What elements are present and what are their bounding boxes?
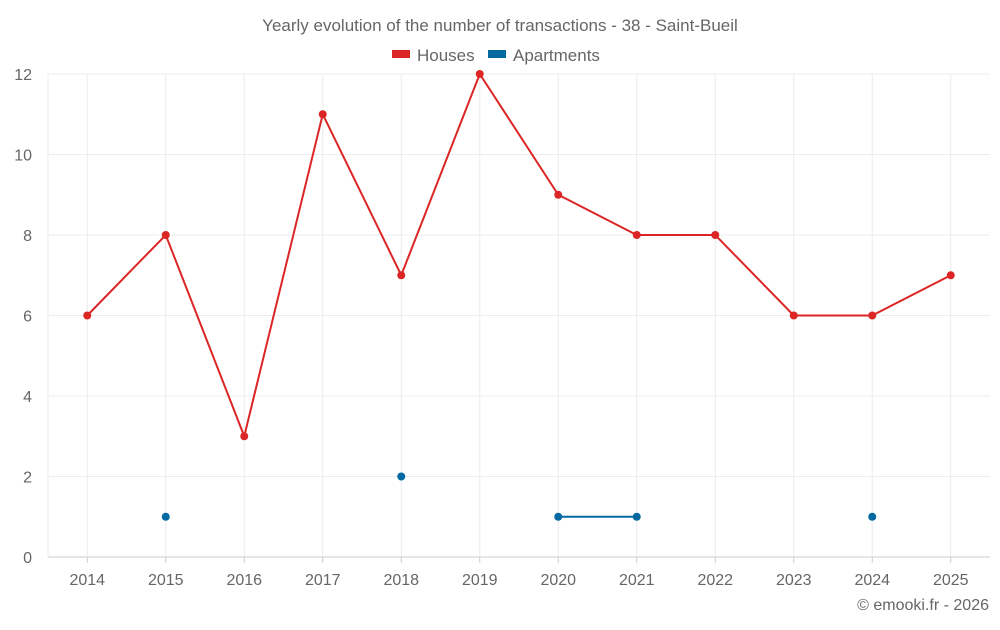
x-tick-label: 2021 [619, 572, 655, 589]
houses-point [946, 271, 955, 280]
x-tick-label: 2017 [305, 572, 341, 589]
y-tick-label: 12 [14, 67, 32, 84]
x-tick-label: 2025 [933, 572, 969, 589]
y-tick-label: 10 [14, 148, 32, 165]
houses-line [86, 71, 952, 440]
x-tick-label: 2024 [854, 572, 890, 589]
apartments-point [632, 512, 641, 521]
legend-swatch-apartments [488, 50, 506, 58]
y-tick-label: 6 [23, 309, 32, 326]
houses-point [240, 432, 249, 441]
y-tick-label: 0 [23, 550, 32, 567]
apartments-point [554, 512, 563, 521]
apartments-point [161, 512, 170, 521]
x-tick-label: 2016 [226, 572, 262, 589]
apartments-point [868, 512, 877, 521]
houses-point [83, 311, 92, 320]
x-tick-label: 2018 [383, 572, 419, 589]
apartments-point [397, 472, 406, 481]
x-tick-label: 2015 [148, 572, 184, 589]
chart-title: Yearly evolution of the number of transa… [262, 16, 738, 35]
series [83, 70, 955, 521]
y-tick-label: 8 [23, 228, 32, 245]
x-tick-label: 2019 [462, 572, 498, 589]
x-tick-label: 2023 [776, 572, 812, 589]
houses-point [475, 70, 484, 78]
x-tick-label: 2020 [540, 572, 576, 589]
houses-point [397, 271, 406, 280]
houses-point [868, 311, 877, 320]
houses-point [632, 231, 641, 239]
houses-point [318, 110, 327, 119]
houses-point [161, 231, 170, 239]
houses-point [789, 311, 798, 320]
legend-label-houses: Houses [417, 46, 475, 65]
y-tick-label: 4 [23, 389, 32, 406]
legend: Houses Apartments [392, 46, 600, 65]
x-tick-label: 2022 [697, 572, 733, 589]
houses-point [711, 231, 720, 239]
x-tick-label: 2014 [69, 572, 105, 589]
houses-point [554, 190, 563, 199]
axes: 0 2 4 6 8 10 12 2014 2015 2016 2017 2018 2019 2020 202… [14, 67, 968, 589]
legend-label-apartments: Apartments [513, 46, 600, 65]
credit: © emooki.fr - 2026 [857, 597, 989, 614]
y-tick-label: 2 [23, 470, 32, 487]
legend-swatch-houses [392, 50, 410, 58]
